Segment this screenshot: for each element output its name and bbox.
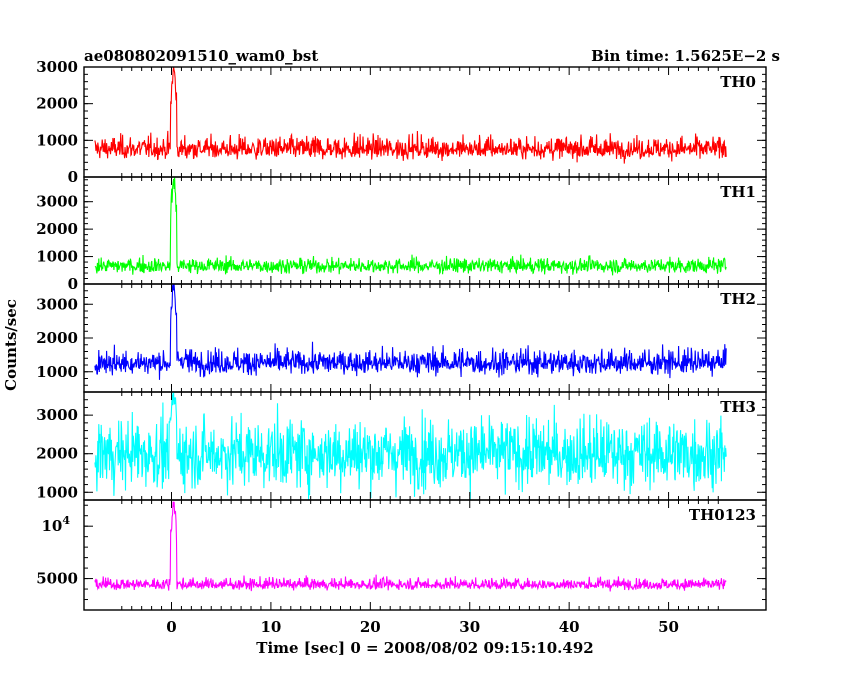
panel-name-label: TH3 bbox=[720, 398, 756, 416]
y-tick-label: 3000 bbox=[36, 58, 78, 76]
panel-th3: 1000 2000 3000 TH3 bbox=[36, 391, 767, 501]
series-line-th1 bbox=[94, 176, 727, 276]
x-tick-label: 20 bbox=[360, 618, 381, 636]
panel-name-label: TH2 bbox=[720, 290, 756, 308]
y-tick-label: 3000 bbox=[36, 295, 78, 313]
bin-time-label: Bin time: 1.5625E−2 s bbox=[591, 47, 780, 65]
y-tick-label: 3000 bbox=[36, 193, 78, 211]
panel-frame bbox=[83, 66, 767, 178]
y-tick-label: 2000 bbox=[36, 220, 78, 238]
y-tick-label: 2000 bbox=[36, 445, 78, 463]
y-tick-label: 3000 bbox=[36, 406, 78, 424]
x-tick-label: 10 bbox=[260, 618, 281, 636]
y-tick-label: 1000 bbox=[36, 363, 78, 381]
panel-th1: 0 1000 2000 3000 TH1 bbox=[36, 176, 767, 293]
x-tick-label: 50 bbox=[658, 618, 679, 636]
y-tick-label: 0 bbox=[68, 275, 78, 293]
x-tick-label: 40 bbox=[559, 618, 580, 636]
panel-th2: 1000 2000 3000 TH2 bbox=[36, 283, 767, 393]
panels-group: 0100020003000TH00100020003000TH110002000… bbox=[36, 58, 767, 636]
panel-name-label: TH0123 bbox=[689, 506, 756, 524]
panel-frame bbox=[83, 499, 767, 611]
panel-th0: 0 1000 2000 3000 TH0 bbox=[36, 58, 767, 186]
y-tick-label: 1000 bbox=[36, 248, 78, 266]
y-tick-label: 1000 bbox=[36, 131, 78, 149]
panel-frame bbox=[83, 283, 767, 393]
x-tick-label: 30 bbox=[459, 618, 480, 636]
series-line-th0 bbox=[94, 66, 727, 164]
panel-name-label: TH0 bbox=[720, 73, 756, 91]
y-tick-label: 2000 bbox=[36, 95, 78, 113]
x-axis-label: Time [sec] 0 = 2008/08/02 09:15:10.492 bbox=[256, 639, 593, 657]
series-line-th0123 bbox=[94, 501, 727, 592]
panel-th0123: 5000 104 TH0123 bbox=[36, 499, 767, 611]
y-tick-label: 2000 bbox=[36, 329, 78, 347]
y-tick-label: 1000 bbox=[36, 483, 78, 501]
chart-title: ae080802091510_wam0_bst bbox=[84, 47, 318, 65]
series-line-th2 bbox=[94, 283, 727, 380]
y-axis-label: Counts/sec bbox=[2, 299, 20, 391]
x-tick-label: 0 bbox=[166, 618, 176, 636]
y-tick-exponent: 4 bbox=[62, 514, 70, 527]
panel-name-label: TH1 bbox=[720, 183, 756, 201]
y-tick-label: 5000 bbox=[36, 570, 78, 588]
y-tick-label: 104 bbox=[41, 514, 70, 535]
series-line-th3 bbox=[94, 391, 727, 501]
y-tick-label: 0 bbox=[68, 168, 78, 186]
